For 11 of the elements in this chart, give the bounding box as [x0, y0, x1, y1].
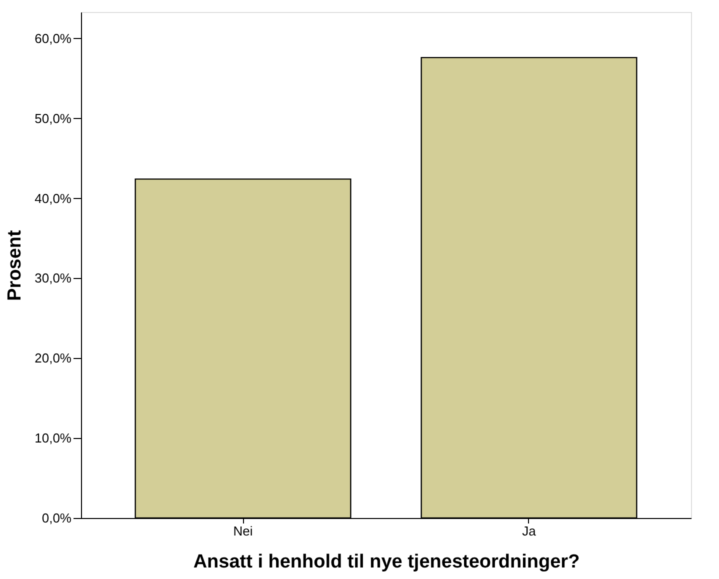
y-tick-label: 60,0%	[34, 30, 72, 46]
x-axis-title: Ansatt i henhold til nye tjenesteordninger?	[193, 552, 580, 572]
y-tick-label: 20,0%	[34, 350, 72, 366]
y-tick-label: 0,0%	[42, 510, 72, 526]
y-tick-label: 30,0%	[34, 270, 72, 286]
y-tick-label: 10,0%	[34, 430, 72, 446]
x-tick-label: Ja	[522, 524, 537, 538]
x-tick-label: Nei	[233, 524, 253, 538]
y-axis-title: Prosent	[4, 229, 26, 301]
y-tick-label: 50,0%	[34, 110, 72, 126]
y-tick-label: 40,0%	[34, 190, 72, 206]
